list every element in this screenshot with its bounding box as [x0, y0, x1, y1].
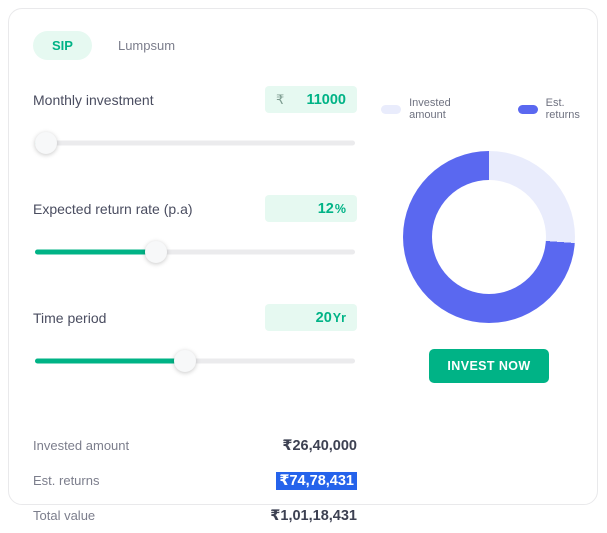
chart-panel: Invested amount Est. returns INVEST NOW: [381, 9, 597, 504]
sip-calculator-card: SIP Lumpsum Monthly investment ₹ 11000 E…: [8, 8, 598, 524]
total-value-value: ₹1,01,18,431: [270, 507, 357, 524]
rupee-icon: ₹: [276, 91, 285, 107]
donut-chart-container: [403, 151, 575, 323]
slider-fill: [35, 358, 188, 364]
return-rate-slider[interactable]: [33, 241, 357, 263]
invested-amount-value: ₹26,40,000: [282, 437, 357, 454]
monthly-investment-row: Monthly investment ₹ 11000: [33, 86, 357, 113]
monthly-investment-input[interactable]: ₹ 11000: [265, 86, 357, 113]
est-returns-row: Est. returns ₹74,78,431: [33, 463, 357, 498]
tab-sip[interactable]: SIP: [33, 31, 92, 60]
slider-fill: [35, 249, 159, 255]
invested-amount-label: Invested amount: [33, 438, 130, 453]
return-rate-row: Expected return rate (p.a) 12 %: [33, 195, 357, 222]
returns-swatch-icon: [517, 104, 538, 114]
invest-now-button[interactable]: INVEST NOW: [429, 349, 549, 383]
total-value-label: Total value: [33, 508, 96, 523]
calculator-controls: SIP Lumpsum Monthly investment ₹ 11000 E…: [9, 9, 381, 524]
mode-tabs: SIP Lumpsum: [33, 31, 357, 60]
slider-thumb[interactable]: [145, 241, 168, 263]
results-summary: Invested amount ₹26,40,000 Est. returns …: [33, 428, 357, 533]
monthly-investment-slider[interactable]: [33, 132, 357, 154]
time-period-slider[interactable]: [33, 350, 357, 372]
est-returns-label: Est. returns: [33, 473, 100, 488]
monthly-investment-label: Monthly investment: [33, 91, 154, 108]
monthly-investment-value: 11000: [306, 91, 346, 108]
slider-thumb[interactable]: [174, 350, 197, 372]
return-rate-label: Expected return rate (p.a): [33, 200, 193, 217]
chart-legend: Invested amount Est. returns: [381, 97, 597, 121]
legend-item-returns: Est. returns: [517, 97, 597, 121]
slider-track[interactable]: [35, 249, 355, 255]
time-period-suffix: Yr: [332, 310, 346, 325]
invested-amount-row: Invested amount ₹26,40,000: [33, 428, 357, 463]
est-returns-value: ₹74,78,431: [276, 471, 357, 490]
slider-track[interactable]: [35, 140, 355, 146]
tab-lumpsum[interactable]: Lumpsum: [117, 38, 176, 53]
donut-hole: [432, 180, 546, 294]
time-period-row: Time period 20 Yr: [33, 304, 357, 331]
slider-thumb[interactable]: [34, 132, 57, 154]
legend-returns-label: Est. returns: [545, 97, 580, 121]
legend-invested-label: Invested amount: [409, 97, 451, 121]
time-period-input[interactable]: 20 Yr: [265, 304, 357, 331]
time-period-value: 20: [315, 309, 332, 326]
legend-item-invested: Invested amount: [381, 97, 484, 121]
total-value-row: Total value ₹1,01,18,431: [33, 498, 357, 533]
invested-swatch-icon: [381, 104, 402, 114]
return-rate-suffix: %: [334, 201, 346, 216]
time-period-label: Time period: [33, 309, 107, 326]
return-rate-input[interactable]: 12 %: [265, 195, 357, 222]
return-rate-value: 12: [317, 200, 334, 217]
